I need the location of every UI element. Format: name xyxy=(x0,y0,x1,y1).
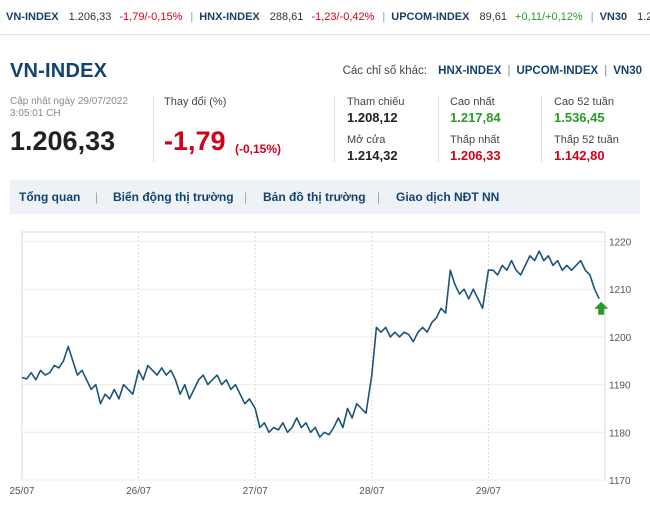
page-title: VN-INDEX xyxy=(10,60,108,82)
tab-overview[interactable]: Tổng quan xyxy=(19,190,81,204)
tab-foreign-trading[interactable]: Giao dịch NĐT NN xyxy=(396,190,500,204)
section-nav: Tổng quan | Biến động thị trường | Bản đ… xyxy=(10,180,640,214)
change-percent: (-0,15%) xyxy=(235,142,282,156)
link-separator: | xyxy=(507,65,511,77)
y-tick-label: 1190 xyxy=(609,381,631,392)
ticker-value: 288,61 xyxy=(269,11,304,23)
y-tick-label: 1210 xyxy=(609,285,632,296)
divider xyxy=(541,96,542,162)
last-price-arrow-icon xyxy=(594,301,609,315)
stat-52w-high-label: Cao 52 tuần xyxy=(554,96,614,108)
ticker-name[interactable]: UPCOM-INDEX xyxy=(391,11,470,23)
ticker-value: 89,61 xyxy=(479,11,508,23)
ticker-name[interactable]: HNX-INDEX xyxy=(199,11,260,23)
index-header: VN-INDEX Các chỉ số khác: HNX-INDEX | UPCO… xyxy=(0,50,650,90)
stat-52w-high-value: 1.536,45 xyxy=(554,110,605,125)
update-date: Cập nhật ngày 29/07/2022 xyxy=(10,96,128,107)
update-clock: 3:05:01 CH xyxy=(10,108,61,119)
change-label: Thay đổi (%) xyxy=(164,96,227,108)
update-time: Cập nhật ngày 29/07/2022 3:05:01 CH xyxy=(10,96,128,120)
stat-open-label: Mở cửa xyxy=(347,134,386,146)
nav-separator: | xyxy=(95,190,99,204)
series-line xyxy=(21,250,600,438)
divider xyxy=(153,96,154,162)
stat-52w-low-label: Thấp 52 tuần xyxy=(554,134,619,146)
plot-frame xyxy=(21,231,606,481)
ticker-name[interactable]: VN30 xyxy=(599,11,628,23)
ticker-separator: | xyxy=(190,11,194,23)
x-tick-label: 25/07 xyxy=(9,486,34,497)
nav-separator: | xyxy=(244,190,248,204)
ticker-change: -1,23/-0,42% xyxy=(311,11,375,23)
tab-market-movement[interactable]: Biến động thị trường xyxy=(113,190,234,204)
current-price: 1.206,33 xyxy=(10,126,116,156)
intraday-line-chart: 1170 1180 1190 1200 1210 1220 25/07 26/07 27/07 2… xyxy=(9,231,632,497)
y-tick-label: 1200 xyxy=(609,333,632,344)
x-tick-label: 29/07 xyxy=(476,486,501,497)
ticker-bar: VN-INDEX 1.206,33 -1,79/-0,15% | HNX-INDEX 28… xyxy=(0,0,650,35)
ticker-separator: | xyxy=(590,11,594,23)
stat-open-value: 1.214,32 xyxy=(347,148,398,163)
divider xyxy=(334,96,335,162)
nav-separator: | xyxy=(377,190,381,204)
ticker-name[interactable]: VN-INDEX xyxy=(6,11,59,23)
stat-low-value: 1.206,33 xyxy=(450,148,501,163)
y-tick-label: 1170 xyxy=(609,476,631,487)
tab-market-map[interactable]: Bản đồ thị trường xyxy=(263,190,366,204)
y-tick-label: 1220 xyxy=(609,238,632,249)
ticker-separator: | xyxy=(382,11,386,23)
change-value: -1,79 xyxy=(164,126,226,156)
stat-ref-value: 1.208,12 xyxy=(347,110,398,125)
link-vn30[interactable]: VN30 xyxy=(613,65,642,77)
stat-52w-low-value: 1.142,80 xyxy=(554,148,605,163)
other-indices: Các chỉ số khác: HNX-INDEX | UPCOM-INDEX | V… xyxy=(343,65,642,77)
stat-ref-label: Tham chiếu xyxy=(347,96,405,108)
ticker-value: 1.232, xyxy=(637,11,650,23)
ticker-change: -1,79/-0,15% xyxy=(119,11,183,23)
other-indices-label: Các chỉ số khác: xyxy=(342,65,427,77)
link-upcom-index[interactable]: UPCOM-INDEX xyxy=(516,65,599,77)
link-hnx-index[interactable]: HNX-INDEX xyxy=(438,65,502,77)
x-tick-label: 26/07 xyxy=(126,486,151,497)
stat-high-label: Cao nhất xyxy=(450,96,495,108)
x-tick-label: 28/07 xyxy=(359,486,384,497)
divider xyxy=(438,96,439,162)
link-separator: | xyxy=(604,65,608,77)
stat-high-value: 1.217,84 xyxy=(450,110,501,125)
ticker-change: +0,11/+0,12% xyxy=(515,11,583,23)
ticker-value: 1.206,33 xyxy=(68,11,112,23)
stat-low-label: Thấp nhất xyxy=(450,134,500,146)
y-tick-label: 1180 xyxy=(609,428,631,439)
x-tick-label: 27/07 xyxy=(243,486,268,497)
